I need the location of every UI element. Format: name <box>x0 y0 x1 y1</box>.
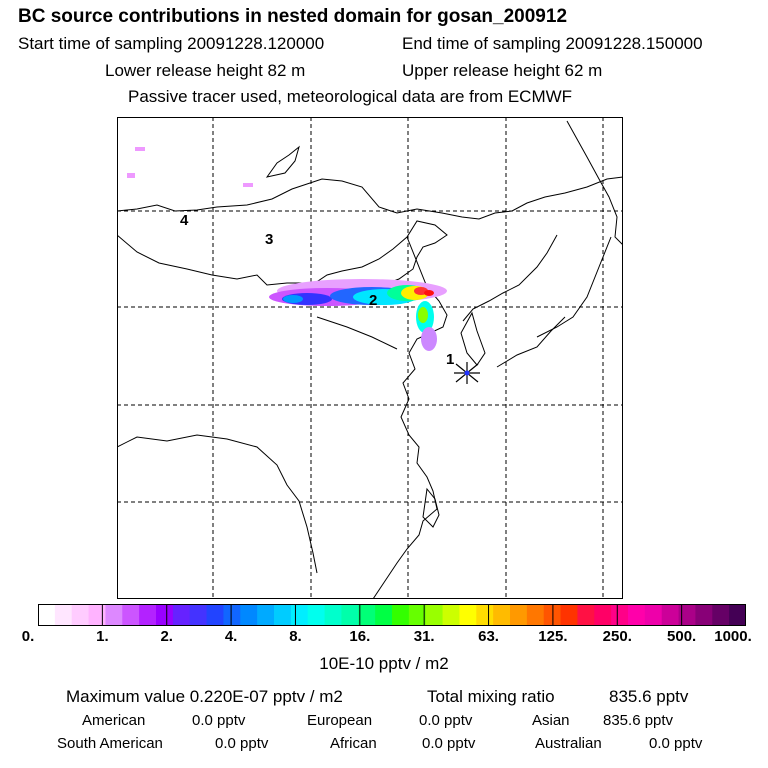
maximum-value-label: Maximum value 0.220E-07 pptv / m2 <box>66 687 343 706</box>
colorbar-tick-label: 250. <box>602 628 632 645</box>
colorbar-cell <box>71 604 90 626</box>
total-mixing-value: 835.6 pptv <box>609 687 689 706</box>
colorbar-cell <box>678 604 696 626</box>
end-time-label: End time of sampling 20091228.150000 <box>402 34 703 53</box>
australian-value: 0.0 pptv <box>649 735 703 752</box>
colorbar-cell <box>493 604 511 626</box>
colorbar-cell <box>324 604 342 626</box>
colorbar-cell <box>88 604 106 626</box>
colorbar-cell <box>358 604 376 626</box>
colorbar-tick-label: 500. <box>667 628 697 645</box>
colorbar-cell <box>375 604 393 626</box>
south-american-value: 0.0 pptv <box>215 735 269 752</box>
colorbar-tick-label: 63. <box>478 628 499 645</box>
plot-title: BC source contributions in nested domain… <box>18 6 568 27</box>
colorbar-cell <box>526 604 545 626</box>
colorbar-tick-label: 0. <box>21 628 35 645</box>
european-value: 0.0 pptv <box>419 712 473 729</box>
colorbar-cell <box>240 604 258 626</box>
tracer-note: Passive tracer used, meteorological data… <box>128 87 573 106</box>
asian-value: 835.6 pptv <box>603 712 674 729</box>
colorbar-cell <box>54 604 73 626</box>
region-label-3: 3 <box>265 231 273 248</box>
colorbar-tick-label: 31. <box>413 628 435 645</box>
concentration-plume <box>127 147 447 351</box>
colorbar-tick-label: 16. <box>349 628 371 645</box>
colorbar-cell <box>661 604 680 626</box>
colorbar-cell <box>543 604 562 626</box>
colorbar-cell <box>172 604 191 626</box>
upper-release-label: Upper release height 62 m <box>402 61 603 80</box>
colorbar-tick-label: 1. <box>96 628 109 645</box>
colorbar-tick-label: 1000. <box>714 628 752 645</box>
south-american-label: South American <box>57 735 163 752</box>
colorbar-tick-label: 8. <box>289 628 302 645</box>
colorbar-cell <box>644 604 663 626</box>
african-label: African <box>330 735 377 752</box>
colorbar-cell <box>206 604 224 626</box>
colorbar-cell <box>425 604 444 626</box>
australian-label: Australian <box>535 735 602 752</box>
region-label-4: 4 <box>180 212 189 229</box>
colorbar-cell <box>408 604 427 626</box>
american-value: 0.0 pptv <box>192 712 246 729</box>
colorbar-cell <box>38 604 56 626</box>
lower-release-label: Lower release height 82 m <box>105 61 306 80</box>
colorbar-cell <box>290 604 309 626</box>
african-value: 0.0 pptv <box>422 735 476 752</box>
star-icon <box>454 362 480 384</box>
colorbar-cell <box>510 604 528 626</box>
colorbar-tick-label: 2. <box>160 628 173 645</box>
colorbar-cell <box>442 604 460 626</box>
colorbar-cell <box>577 604 595 626</box>
colorbar-cell <box>223 604 241 626</box>
colorbar-cell <box>105 604 123 626</box>
colorbar-cell <box>156 604 174 626</box>
colorbar-cell <box>712 604 730 626</box>
colorbar-cell <box>257 604 275 626</box>
map-frame <box>117 117 623 599</box>
total-mixing-label: Total mixing ratio <box>427 687 555 706</box>
colorbar-cell <box>476 604 494 626</box>
start-time-label: Start time of sampling 20091228.120000 <box>18 34 325 53</box>
colorbar-tick-label: 4. <box>224 628 238 645</box>
american-label: American <box>82 712 146 729</box>
colorbar-cell <box>628 604 646 626</box>
colorbar-unit: 10E-10 pptv / m2 <box>319 654 449 673</box>
colorbar-cell <box>307 604 326 626</box>
colorbar-cell <box>139 604 157 626</box>
colorbar-cell <box>459 604 477 626</box>
colorbar-cell <box>729 604 746 626</box>
colorbar-cell <box>122 604 140 626</box>
colorbar-cell <box>189 604 208 626</box>
european-label: European <box>307 712 373 729</box>
colorbar-cell <box>274 604 292 626</box>
colorbar <box>38 604 746 626</box>
colorbar-cell <box>695 604 713 626</box>
colorbar-cell <box>341 604 359 626</box>
map-panel: 1 2 3 4 <box>117 117 623 599</box>
colorbar-cell <box>560 604 578 626</box>
colorbar-cell <box>594 604 612 626</box>
region-label-1: 1 <box>446 351 454 368</box>
colorbar-cell <box>392 604 410 626</box>
map-grid <box>117 117 623 599</box>
asian-label: Asian <box>532 712 570 729</box>
colorbar-tick-label: 125. <box>538 628 568 645</box>
region-label-2: 2 <box>369 292 377 309</box>
colorbar-cell <box>611 604 629 626</box>
